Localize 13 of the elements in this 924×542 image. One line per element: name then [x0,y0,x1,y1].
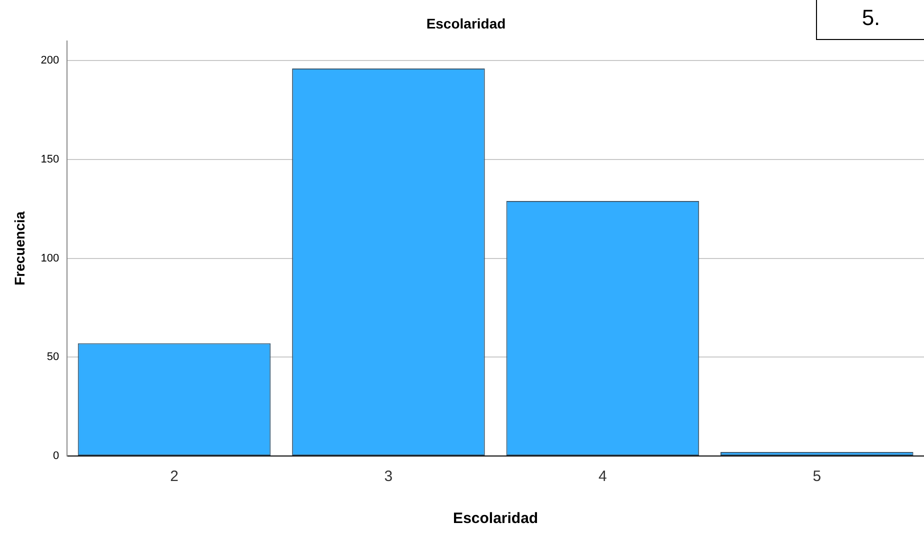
chart-title: Escolaridad [426,15,506,32]
y-axis-title: Frecuencia [11,211,28,286]
x-tick-label: 5 [812,468,822,486]
y-tick-label: 200 [40,54,60,67]
x-tick-label: 3 [384,468,393,486]
text: 5. [816,0,924,40]
y-tick-label: 0 [53,450,60,462]
x-tick-label: 2 [170,468,178,486]
y-tick-label: 100 [40,252,60,264]
y-tick-label: 50 [46,351,60,364]
y-tick-label: 150 [40,153,60,166]
x-axis-title: Escolaridad [453,510,538,528]
x-tick-label: 4 [598,468,607,486]
